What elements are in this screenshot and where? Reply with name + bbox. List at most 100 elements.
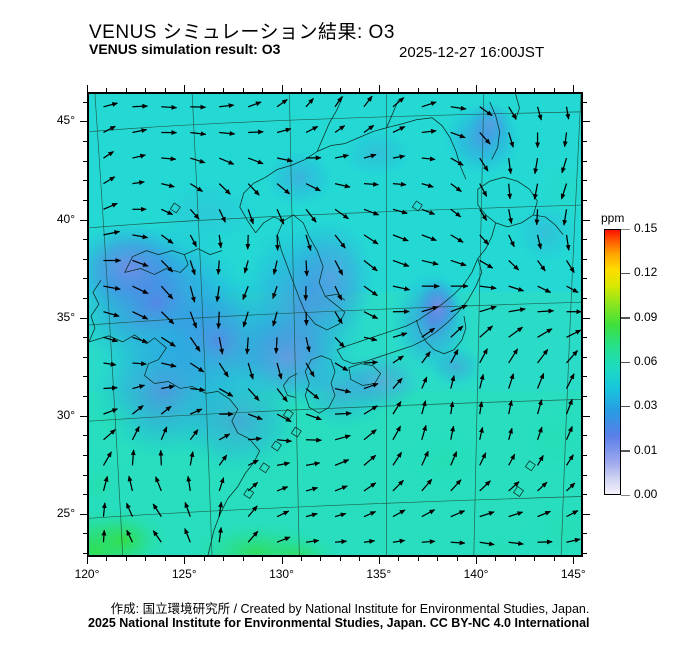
wind-arrow xyxy=(219,130,236,136)
wind-arrow xyxy=(305,362,315,378)
wind-arrow xyxy=(218,433,231,441)
wind-arrow xyxy=(242,285,249,301)
wind-arrow xyxy=(276,536,291,543)
wind-arrow xyxy=(392,234,409,242)
wind-arrow xyxy=(392,538,406,544)
wind-arrow xyxy=(450,304,468,313)
wind-arrow xyxy=(103,311,120,318)
wind-arrow xyxy=(363,454,377,466)
wind-arrow xyxy=(507,157,513,175)
wind-arrow xyxy=(132,259,149,267)
axis-tick-label: 35° xyxy=(56,309,75,324)
wind-arrow xyxy=(189,311,198,329)
wind-arrow xyxy=(132,311,149,320)
axis-tick-label: 140° xyxy=(463,567,489,581)
wind-arrow xyxy=(537,348,549,364)
wind-arrow xyxy=(565,398,573,415)
wind-arrow xyxy=(479,511,495,518)
wind-arrow xyxy=(508,399,513,415)
wind-arrow xyxy=(421,101,437,108)
colorbar-tick-label: 0.06 xyxy=(634,354,658,368)
colorbar-tick xyxy=(621,361,630,363)
wind-arrow xyxy=(189,336,201,352)
wind-arrow xyxy=(450,540,466,546)
axis-tick-label: 40° xyxy=(56,211,75,226)
axis-tick-label: 145° xyxy=(560,567,586,581)
wind-arrow xyxy=(363,336,378,342)
wind-arrow xyxy=(421,208,436,215)
wind-arrow xyxy=(392,509,406,518)
axis-tick xyxy=(262,88,264,92)
axis-tick xyxy=(281,85,283,92)
axis-tick xyxy=(583,239,587,241)
wind-arrow xyxy=(478,401,484,415)
wind-vector-field xyxy=(101,95,581,547)
wind-arrow xyxy=(450,234,464,243)
axis-tick xyxy=(83,160,87,162)
wind-arrow xyxy=(132,103,149,109)
wind-arrow xyxy=(218,454,228,466)
wind-arrow xyxy=(536,399,543,415)
axis-tick xyxy=(583,356,587,358)
wind-arrow xyxy=(276,127,292,134)
wind-arrow xyxy=(218,501,224,517)
wind-arrow xyxy=(508,260,520,271)
axis-tick xyxy=(125,88,127,92)
wind-arrow xyxy=(537,455,544,466)
wind-arrow xyxy=(161,156,177,162)
wind-arrow xyxy=(507,183,513,200)
wind-arrow xyxy=(537,260,546,272)
wind-arrow xyxy=(450,375,456,389)
wind-arrow xyxy=(160,260,174,273)
wind-arrow xyxy=(479,452,487,466)
wind-arrow xyxy=(537,510,551,518)
axis-tick xyxy=(83,435,87,437)
wind-arrow xyxy=(334,362,349,372)
wind-arrow xyxy=(189,183,203,192)
axis-tick xyxy=(583,298,587,299)
wind-arrow xyxy=(132,336,148,344)
page-title-japanese: VENUS シミュレーション結果: O3 xyxy=(89,22,395,43)
wind-arrow xyxy=(161,384,175,390)
wind-arrow xyxy=(103,429,116,441)
wind-arrow xyxy=(565,106,571,120)
wind-arrow xyxy=(247,459,259,466)
colorbar[interactable] xyxy=(604,229,621,495)
axis-tick xyxy=(417,88,419,92)
axis-tick xyxy=(583,553,587,555)
axis-tick xyxy=(80,317,87,319)
wind-arrow xyxy=(421,327,436,338)
axis-tick xyxy=(583,101,587,103)
axis-tick xyxy=(83,258,87,260)
wind-arrow xyxy=(103,408,118,415)
wind-arrow xyxy=(305,388,320,400)
colorbar-tick-label: 0.00 xyxy=(634,487,658,501)
wind-arrow xyxy=(305,461,321,467)
wind-arrow xyxy=(421,305,439,313)
axis-tick xyxy=(83,298,87,299)
wind-arrow xyxy=(126,529,134,543)
axis-tick xyxy=(573,85,575,92)
wind-arrow xyxy=(276,486,289,492)
wind-arrow xyxy=(247,183,260,196)
wind-arrow xyxy=(334,96,343,108)
wind-arrow xyxy=(562,209,568,226)
axis-tick xyxy=(583,513,590,515)
wind-arrow xyxy=(565,454,574,466)
wind-arrow xyxy=(449,401,455,415)
wind-arrow xyxy=(392,181,407,187)
axis-tick xyxy=(83,180,87,182)
wind-arrow xyxy=(421,259,439,266)
axis-tick xyxy=(106,557,108,561)
ozone-field-low-patches xyxy=(89,98,581,476)
wind-arrow xyxy=(421,156,436,162)
axis-tick-label: 120° xyxy=(74,567,100,581)
axis-tick xyxy=(262,557,264,561)
map-plot-area[interactable] xyxy=(87,92,583,557)
colorbar-tick-label: 0.03 xyxy=(634,398,658,413)
wind-arrow xyxy=(536,106,543,121)
page-title-english: VENUS simulation result: O3 xyxy=(89,41,281,57)
wind-arrow xyxy=(247,530,259,543)
wind-arrow xyxy=(565,373,575,389)
wind-arrow xyxy=(537,308,555,314)
